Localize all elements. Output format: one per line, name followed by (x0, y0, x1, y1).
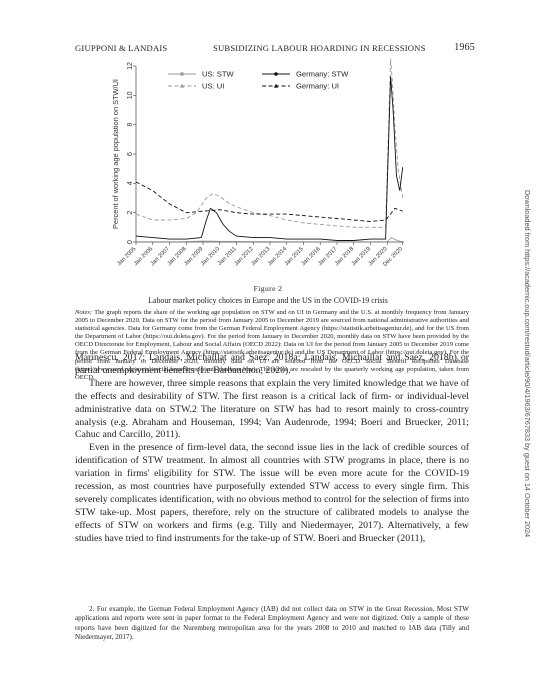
figure-notes-text: The graph reports the share of the worki… (75, 309, 469, 381)
figure-notes: Notes: The graph reports the share of th… (75, 309, 469, 382)
series-line-us-stw (136, 237, 403, 243)
series-line-germany-ui (135, 181, 403, 222)
y-tick-label: 4 (127, 181, 134, 185)
download-note: Downloaded from https://academic.oup.com… (522, 190, 532, 540)
paragraph-1: Marinescu, 2017; Landais, Michaillat and… (75, 352, 469, 376)
series-line-us-ui (135, 58, 404, 228)
legend-label: Germany: STW (296, 70, 349, 79)
figure-label: Figure 2 (253, 284, 283, 293)
page-number: 1965 (454, 42, 475, 53)
legend-marker (179, 83, 185, 88)
y-tick-label: 6 (127, 152, 134, 156)
legend-marker (180, 72, 184, 76)
body-text: Marinescu, 2017; Landais, Michaillat and… (75, 352, 469, 546)
y-tick-label: 12 (127, 62, 134, 70)
y-tick-label: 0 (127, 240, 134, 244)
paragraph-3: Even in the presence of firm-level data,… (75, 442, 469, 544)
y-tick-label: 2 (127, 211, 134, 215)
y-axis-label: Percent of working age population on STW… (111, 79, 120, 229)
legend-marker (274, 72, 278, 76)
y-tick-label: 8 (127, 123, 134, 127)
legend-label: US: UI (202, 82, 224, 91)
legend-marker (273, 83, 279, 88)
figure-caption: Labour market policy choices in Europe a… (148, 296, 388, 305)
legend-label: Germany: UI (296, 82, 339, 91)
figure-notes-label: Notes: (75, 309, 93, 316)
legend-label: US: STW (202, 70, 234, 79)
series-line-germany-stw (135, 76, 404, 241)
download-note-text[interactable]: Downloaded from https://academic.oup.com… (523, 190, 532, 538)
y-tick-label: 10 (127, 91, 134, 99)
header-authors: GIUPPONI & LANDAIS (75, 43, 168, 53)
paragraph-2: There are however, three simple reasons … (75, 377, 469, 441)
figure-chart: 0 2 4 6 8 10 12 Percent of working age populati… (111, 58, 404, 268)
header-title: SUBSIDIZING LABOUR HOARDING IN RECESSION… (213, 43, 426, 53)
footnote: 2. For example, the German Federal Emplo… (75, 605, 469, 642)
footnote-2: 2. For example, the German Federal Emplo… (75, 605, 469, 641)
